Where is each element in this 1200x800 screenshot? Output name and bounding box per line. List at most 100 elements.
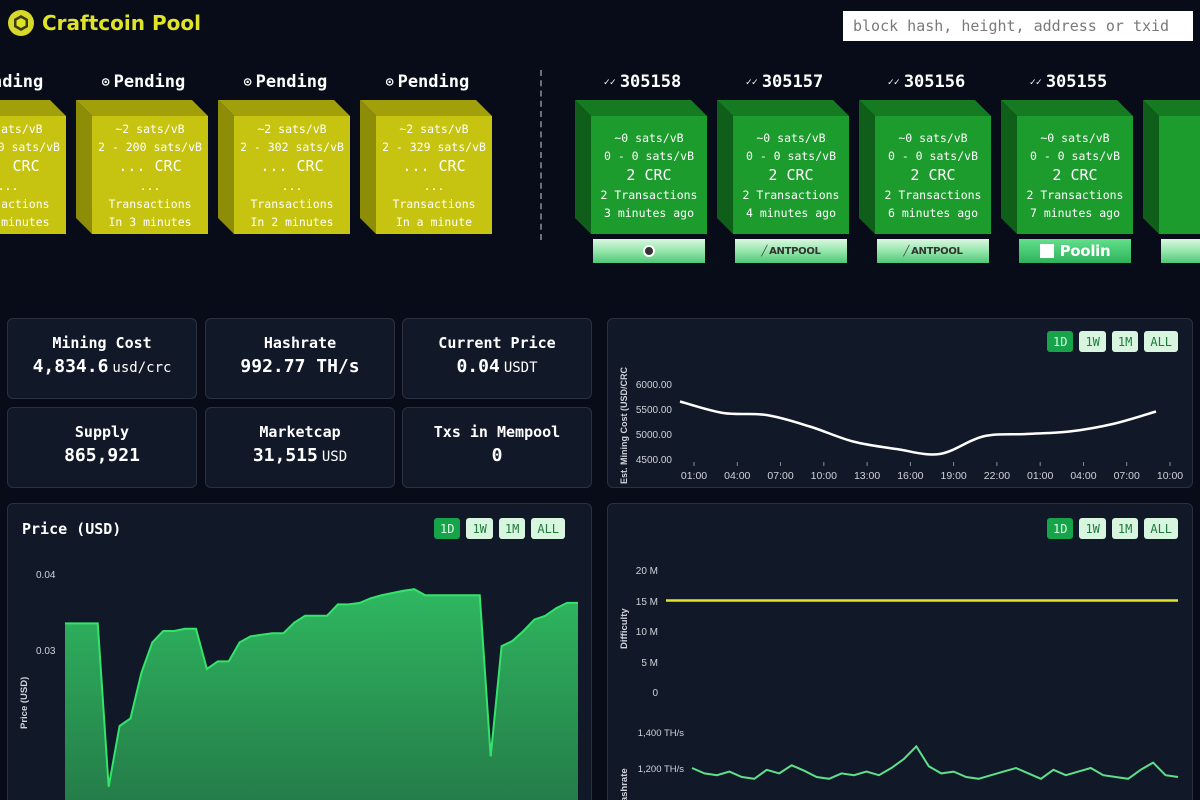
stat-marketcap: Marketcap 31,515 USD bbox=[205, 407, 395, 488]
y-tick-label: 5000.00 bbox=[636, 430, 673, 441]
stat-value: 0 bbox=[491, 445, 503, 466]
range-1d-button[interactable]: 1D bbox=[434, 518, 461, 539]
pending-block-details: ~2 sats/vB 2 - 302 sats/vB ... CRC... Trans… bbox=[234, 116, 350, 234]
block-reward: 2 CRC bbox=[768, 165, 814, 184]
block-range: 2 - 200 sats/vB bbox=[0, 139, 60, 154]
stat-value: 992.77 TH/s bbox=[240, 356, 360, 377]
range-1m-button[interactable]: 1M bbox=[1111, 518, 1139, 539]
block-fee: ~2 sats/vB bbox=[0, 121, 43, 136]
range-1m-button[interactable]: 1M bbox=[1111, 331, 1139, 352]
mined-block-details: ~0 sats/vB 0 - 0 sats/vB 2 CRC 2 Transactio… bbox=[733, 116, 849, 234]
x-tick-label: 07:00 bbox=[1114, 470, 1140, 482]
search-input[interactable] bbox=[843, 11, 1193, 41]
range-1d-button[interactable]: 1D bbox=[1047, 331, 1074, 352]
y-tick-label: 5 M bbox=[641, 658, 658, 669]
block-fee: ~2 sats/vB bbox=[399, 121, 469, 136]
range-selector: 1D 1W 1M ALL bbox=[1047, 331, 1179, 352]
block-tx: 2 Transactions bbox=[742, 187, 840, 202]
block-tx: 2 Transactions bbox=[884, 187, 982, 202]
x-tick-label: 19:00 bbox=[940, 470, 966, 482]
antpool-logo-icon: ╱ bbox=[903, 245, 910, 257]
mined-block[interactable]: ✓✓ 305158 ~0 sats/vB 0 - 0 sats/vB 2 CRC 2 Tr… bbox=[575, 68, 710, 263]
range-1w-button[interactable]: 1W bbox=[1079, 518, 1106, 539]
y-tick-label: 5500.00 bbox=[636, 405, 673, 416]
block-fee: ~2 sats/vB bbox=[115, 121, 185, 136]
craftcoin-logo-icon bbox=[8, 10, 34, 36]
pool-avatar-icon bbox=[643, 245, 655, 257]
stat-value: 865,921 bbox=[64, 445, 140, 466]
pending-label: Pending bbox=[0, 72, 44, 92]
block-height[interactable]: 305157 bbox=[761, 72, 824, 92]
mined-block[interactable]: ✓✓ 305155 ~0 sats/vB 0 - 0 sats/vB 2 CRC 2 Tr… bbox=[1001, 68, 1136, 263]
range-1d-button[interactable]: 1D bbox=[1047, 518, 1074, 539]
block-eta: In 4 minutes bbox=[0, 214, 50, 229]
block-tx_label: Transactions bbox=[250, 196, 334, 211]
pool-badge[interactable]: ╱ ANTPOOL bbox=[877, 239, 989, 263]
pool-badge[interactable]: Poolin bbox=[1019, 239, 1131, 263]
y-tick-label: 0 bbox=[652, 688, 658, 699]
price-chart-card: Price (USD) 1D 1W 1M ALL 0.04 0.03 Price (USD… bbox=[7, 503, 592, 800]
y-tick-label: 20 M bbox=[636, 566, 658, 577]
block-reward: ... CRC bbox=[118, 156, 182, 175]
mined-block-title: ✓✓ 305157 bbox=[717, 68, 852, 96]
stat-label: Supply bbox=[74, 423, 130, 441]
block-tx: ... bbox=[281, 178, 303, 193]
x-tick-label: 16:00 bbox=[897, 470, 923, 482]
block-height[interactable]: 305158 bbox=[619, 72, 682, 92]
pending-block-cube: ~2 sats/vB 2 - 200 sats/vB ... CRC... Trans… bbox=[0, 100, 66, 234]
block-tx_label: Transactions bbox=[108, 196, 192, 211]
block-ago: 7 minutes ago bbox=[1029, 205, 1120, 220]
pending-block-details: ~2 sats/vB 2 - 200 sats/vB ... CRC... Trans… bbox=[92, 116, 208, 234]
range-all-button[interactable]: ALL bbox=[531, 518, 566, 539]
pool-badge[interactable] bbox=[593, 239, 705, 263]
pending-block-cube: ~2 sats/vB 2 - 329 sats/vB ... CRC... Trans… bbox=[360, 100, 492, 234]
range-1w-button[interactable]: 1W bbox=[1079, 331, 1106, 352]
stat-mining-cost: Mining Cost 4,834.6 usd/crc bbox=[7, 318, 197, 399]
logo[interactable]: Craftcoin Pool bbox=[8, 10, 201, 36]
range-all-button[interactable]: ALL bbox=[1144, 518, 1179, 539]
stat-label: Marketcap bbox=[259, 423, 341, 441]
price-chart-title: Price (USD) bbox=[22, 520, 122, 538]
pending-block[interactable]: ⊙Pending ~2 sats/vB 2 - 200 sats/vB ... CRC… bbox=[76, 68, 211, 234]
pending-label: Pending bbox=[113, 72, 186, 92]
block-range: 2 - 302 sats/vB bbox=[240, 139, 344, 154]
range-1w-button[interactable]: 1W bbox=[466, 518, 493, 539]
mining-cost-chart-card: 1D 1W 1M ALL 6000.00 5500.00 5000.00 4500.00 Es… bbox=[607, 318, 1193, 488]
y-axis-label: Price (USD) bbox=[19, 677, 30, 729]
pending-block[interactable]: ⊙ Pending ~2 sats/vB 2 - 329 sats/vB ... CRC… bbox=[360, 68, 495, 234]
pending-block-cube: ~2 sats/vB 2 - 200 sats/vB ... CRC... Trans… bbox=[76, 100, 208, 234]
pool-badge[interactable] bbox=[1161, 239, 1200, 263]
pending-block[interactable]: ⊙ Pending ~2 sats/vB 2 - 302 sats/vB ... CRC… bbox=[218, 68, 353, 234]
block-height[interactable]: 305155 bbox=[1045, 72, 1108, 92]
stat-mempool: Txs in Mempool 0 bbox=[402, 407, 592, 488]
block-tx_label: Transactions bbox=[0, 196, 50, 211]
block-range: 2 - 200 sats/vB bbox=[98, 139, 202, 154]
mined-block-cube bbox=[1143, 100, 1200, 234]
mined-block[interactable] bbox=[1143, 68, 1200, 263]
stat-value: 4,834.6 usd/crc bbox=[32, 356, 172, 377]
mined-block-cube: ~0 sats/vB 0 - 0 sats/vB 2 CRC 2 Transactio… bbox=[859, 100, 991, 234]
x-tick-label: 04:00 bbox=[724, 470, 750, 482]
range-all-button[interactable]: ALL bbox=[1144, 331, 1179, 352]
block-tx: 2 Transactions bbox=[1026, 187, 1124, 202]
block-ago: 3 minutes ago bbox=[603, 205, 694, 220]
y-axis-label: Difficulty bbox=[619, 608, 630, 649]
block-range: 0 - 0 sats/vB bbox=[1029, 148, 1120, 163]
x-tick-label: 07:00 bbox=[767, 470, 793, 482]
y-tick-label: 0.04 bbox=[36, 570, 56, 581]
range-1m-button[interactable]: 1M bbox=[498, 518, 526, 539]
pending-block[interactable]: ⊙Pending ~2 sats/vB 2 - 200 sats/vB ... CRC… bbox=[0, 68, 69, 234]
x-tick-label: 01:00 bbox=[1027, 470, 1053, 482]
block-eta: In 3 minutes bbox=[108, 214, 192, 229]
block-range: 0 - 0 sats/vB bbox=[887, 148, 978, 163]
x-tick-label: 10:00 bbox=[1157, 470, 1183, 482]
mined-block[interactable]: ✓✓ 305157 ~0 sats/vB 0 - 0 sats/vB 2 CRC 2 Tr… bbox=[717, 68, 852, 263]
price-area bbox=[65, 589, 578, 800]
x-tick-label: 01:00 bbox=[681, 470, 707, 482]
mining-cost-line bbox=[679, 400, 1157, 456]
check-double-icon: ✓✓ bbox=[887, 76, 900, 88]
block-range: 0 - 0 sats/vB bbox=[745, 148, 836, 163]
block-height[interactable]: 305156 bbox=[903, 72, 966, 92]
mined-block[interactable]: ✓✓ 305156 ~0 sats/vB 0 - 0 sats/vB 2 CRC 2 Tr… bbox=[859, 68, 994, 263]
pool-badge[interactable]: ╱ ANTPOOL bbox=[735, 239, 847, 263]
